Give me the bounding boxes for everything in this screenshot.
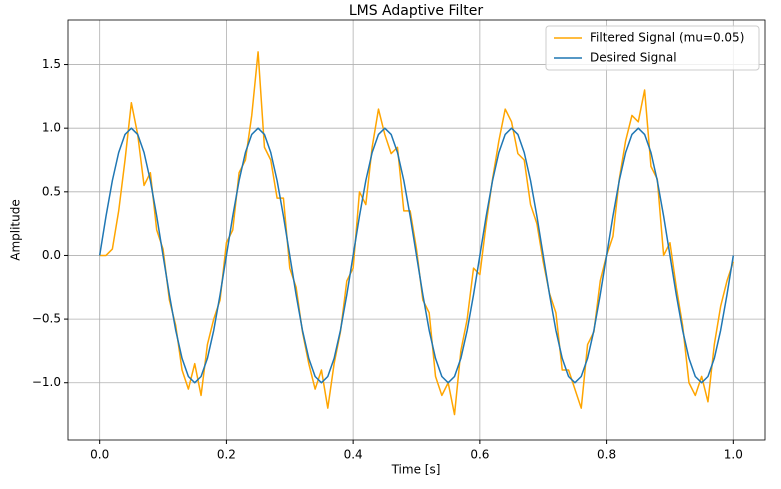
x-tick-label: 1.0 xyxy=(724,448,743,462)
legend-label: Filtered Signal (mu=0.05) xyxy=(590,31,744,45)
x-tick-label: 0.8 xyxy=(597,448,616,462)
legend-label: Desired Signal xyxy=(590,51,677,65)
x-axis-label: Time [s] xyxy=(391,463,441,477)
series-line xyxy=(99,51,735,416)
y-tick-label: 1.5 xyxy=(42,57,61,71)
x-tick-label: 0.4 xyxy=(344,448,363,462)
chart-title: LMS Adaptive Filter xyxy=(349,3,484,19)
x-tick-label: 0.0 xyxy=(90,448,109,462)
y-tick-label: 0.0 xyxy=(42,248,61,262)
y-tick-label: −0.5 xyxy=(32,312,61,326)
y-tick-label: 0.5 xyxy=(42,184,61,198)
y-tick-label: 1.0 xyxy=(42,121,61,135)
y-tick-label: −1.0 xyxy=(32,375,61,389)
plot-frame xyxy=(67,19,766,441)
y-axis-label: Amplitude xyxy=(9,199,23,261)
x-tick-label: 0.6 xyxy=(470,448,489,462)
x-tick-label: 0.2 xyxy=(217,448,236,462)
legend-box xyxy=(545,25,760,71)
series-line xyxy=(98,127,735,384)
